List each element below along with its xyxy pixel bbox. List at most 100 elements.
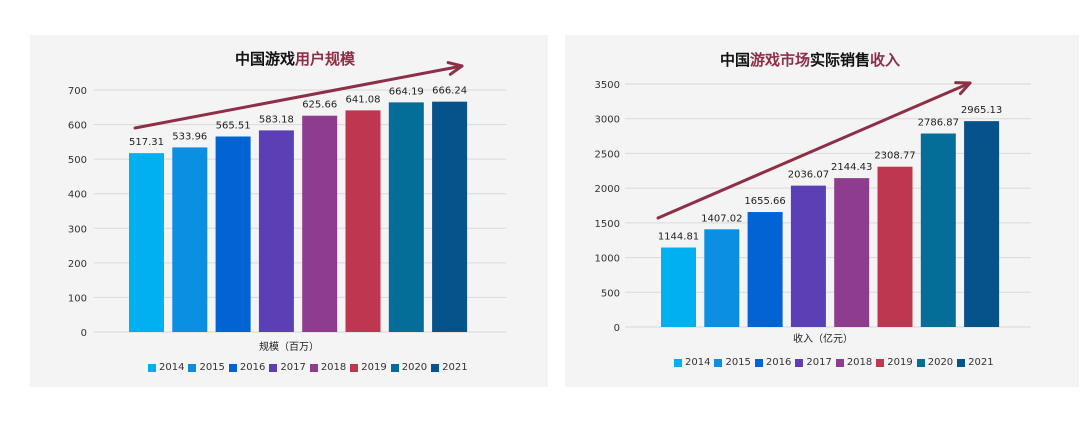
user-scale-bar-2017 xyxy=(258,130,294,332)
revenue-data-label: 2308.77 xyxy=(874,151,915,162)
revenue-y-tick-label: 1000 xyxy=(595,254,620,265)
user-scale-y-tick-label: 500 xyxy=(68,155,87,166)
revenue-trend-arrow-head-icon xyxy=(954,81,972,96)
user-scale-bar-2015 xyxy=(172,147,208,332)
revenue-bar-2016 xyxy=(747,212,783,327)
user-scale-legend-item-2014: 2014 xyxy=(148,362,184,373)
revenue-legend-item-2021: 2021 xyxy=(957,357,994,368)
user-scale-data-label: 666.24 xyxy=(432,86,467,97)
revenue-bar-2020 xyxy=(920,133,956,327)
user-scale-data-label: 517.31 xyxy=(129,137,164,148)
revenue-title-part: 实际销售 xyxy=(810,51,870,69)
revenue-data-label: 2144.43 xyxy=(831,162,872,173)
user-scale-y-tick-label: 200 xyxy=(68,259,87,270)
user-scale-legend-item-2021: 2021 xyxy=(431,362,468,373)
user-scale-legend-swatch xyxy=(350,363,359,372)
user-scale-y-tick-label: 400 xyxy=(68,190,87,201)
user-scale-legend-label: 2017 xyxy=(280,362,306,373)
revenue-legend-swatch xyxy=(674,358,682,367)
user-scale-y-tick-label: 600 xyxy=(68,121,87,132)
user-scale-legend-swatch xyxy=(188,363,197,372)
user-scale-chart-title: 中国游戏用户规模 xyxy=(235,50,356,68)
user-scale-data-label: 641.08 xyxy=(346,94,381,105)
user-scale-data-label: 565.51 xyxy=(216,120,251,131)
user-scale-legend-swatch xyxy=(228,363,237,372)
user-scale-bar-2016 xyxy=(215,136,251,332)
revenue-legend-swatch xyxy=(916,358,925,367)
user-scale-legend-item-2020: 2020 xyxy=(390,362,427,373)
revenue-y-tick-label: 500 xyxy=(601,288,620,299)
revenue-legend-item-2020: 2020 xyxy=(916,357,954,368)
revenue-legend-label: 2020 xyxy=(927,357,954,368)
user-scale-title-part: 用户规模 xyxy=(295,50,356,68)
revenue-legend-label: 2014 xyxy=(685,357,711,368)
revenue-y-tick-label: 2500 xyxy=(595,149,620,160)
user-scale-title-part: 中国游戏 xyxy=(235,50,295,68)
user-scale-legend-swatch xyxy=(309,363,318,372)
user-scale-legend-item-2015: 2015 xyxy=(188,362,225,373)
revenue-y-tick-label: 2000 xyxy=(595,184,620,195)
revenue-title-part: 收入 xyxy=(870,51,900,69)
user-scale-data-label: 664.19 xyxy=(389,86,424,97)
revenue-title-part: 中国 xyxy=(720,51,750,69)
user-scale-bar-2018 xyxy=(302,115,338,332)
revenue-bar-2014 xyxy=(661,247,696,327)
revenue-data-label: 1144.81 xyxy=(658,232,699,243)
revenue-data-label: 2786.87 xyxy=(918,118,959,129)
user-scale-y-tick-label: 300 xyxy=(68,224,87,235)
user-scale-bar-2014 xyxy=(129,153,164,332)
revenue-y-tick-label: 0 xyxy=(614,323,620,334)
revenue-legend-swatch xyxy=(876,358,885,367)
user-scale-chart: 中国游戏用户规模 0 100 200 300 400 500 600 700 517.31 533.… xyxy=(68,50,506,353)
revenue-data-label: 2036.07 xyxy=(788,170,829,181)
revenue-bar-2019 xyxy=(877,166,913,327)
revenue-legend-item-2019: 2019 xyxy=(876,357,913,368)
revenue-y-tick-label: 3500 xyxy=(595,80,620,91)
revenue-legend-label: 2019 xyxy=(887,357,913,368)
user-scale-legend-swatch xyxy=(269,363,278,372)
user-scale-legend-label: 2015 xyxy=(199,362,225,373)
revenue-data-label: 2965.13 xyxy=(961,105,1002,116)
revenue-legend-label: 2016 xyxy=(765,357,792,368)
revenue-legend-swatch xyxy=(714,358,723,367)
revenue-chart: 中国游戏市场实际销售收入 0 500 1000 1500 2000 2500 3000 3500… xyxy=(595,51,1031,345)
user-scale-legend-item-2017: 2017 xyxy=(269,362,306,373)
revenue-data-label: 1655.66 xyxy=(744,196,785,207)
user-scale-data-label: 533.96 xyxy=(172,131,207,142)
revenue-y-tick-label: 1500 xyxy=(595,219,620,230)
revenue-chart-title: 中国游戏市场实际销售收入 xyxy=(720,51,900,69)
revenue-chart-panel: 中国游戏市场实际销售收入 0 500 1000 1500 2000 2500 3000 3500… xyxy=(565,35,1079,387)
user-scale-y-tick-label: 700 xyxy=(68,86,87,97)
revenue-x-axis-label: 收入（亿元） xyxy=(793,332,853,345)
revenue-legend-item-2016: 2016 xyxy=(754,357,792,368)
user-scale-chart-panel: 中国游戏用户规模 0 100 200 300 400 500 600 700 517.31 533.… xyxy=(30,35,548,387)
revenue-legend-item-2015: 2015 xyxy=(714,357,751,368)
revenue-legend: 2014 2015 2016 2017 2018 2019 2020 2021 xyxy=(674,357,998,368)
user-scale-legend-swatch xyxy=(148,363,156,372)
revenue-title-part: 游戏市场 xyxy=(750,51,810,69)
user-scale-legend-label: 2019 xyxy=(361,362,387,373)
revenue-legend-item-2017: 2017 xyxy=(795,357,832,368)
user-scale-data-label: 583.18 xyxy=(259,114,294,125)
revenue-legend-swatch xyxy=(795,358,804,367)
user-scale-legend: 2014 2015 2016 2017 2018 2019 2020 2021 xyxy=(148,362,472,373)
revenue-bar-2017 xyxy=(790,185,826,327)
revenue-legend-label: 2015 xyxy=(725,357,751,368)
user-scale-legend-label: 2021 xyxy=(442,362,468,373)
revenue-legend-label: 2018 xyxy=(846,357,873,368)
revenue-data-label: 1407.02 xyxy=(701,213,742,224)
user-scale-legend-item-2019: 2019 xyxy=(350,362,387,373)
user-scale-bar-2020 xyxy=(388,102,424,332)
revenue-bar-2021 xyxy=(964,121,1000,328)
user-scale-trend-arrow-head-icon xyxy=(446,61,464,76)
user-scale-bar-2019 xyxy=(345,110,381,333)
revenue-legend-item-2014: 2014 xyxy=(674,357,710,368)
user-scale-trend-arrow-line xyxy=(133,64,464,130)
user-scale-legend-label: 2016 xyxy=(239,362,266,373)
user-scale-y-tick-label: 100 xyxy=(68,293,87,304)
revenue-trend-arrow-line xyxy=(656,81,972,220)
revenue-legend-swatch xyxy=(835,358,844,367)
revenue-bar-2018 xyxy=(834,178,870,327)
revenue-legend-label: 2017 xyxy=(806,357,832,368)
user-scale-legend-item-2018: 2018 xyxy=(309,362,346,373)
